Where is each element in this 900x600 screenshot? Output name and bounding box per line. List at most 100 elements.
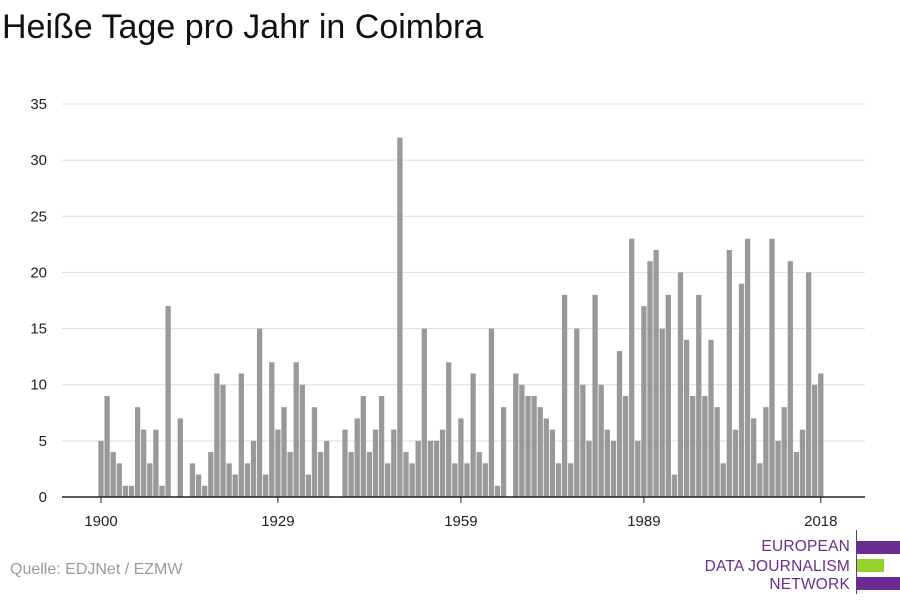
bar <box>720 463 726 497</box>
x-tick-label: 1989 <box>627 513 660 530</box>
bar <box>269 362 275 497</box>
bar <box>220 384 226 497</box>
bar <box>519 384 525 497</box>
bar <box>641 306 647 497</box>
bar <box>391 429 397 497</box>
bar <box>464 463 470 497</box>
bar <box>403 452 409 497</box>
bar <box>348 452 354 497</box>
bar <box>141 429 147 497</box>
logo-bar-purple-bottom <box>856 577 900 590</box>
bar <box>293 362 299 497</box>
bar <box>732 429 739 497</box>
bar <box>665 294 671 497</box>
bar <box>500 407 507 497</box>
bar <box>525 395 531 497</box>
bar <box>513 373 519 497</box>
chart-title: Heiße Tage pro Jahr in Coimbra <box>2 8 484 46</box>
bar <box>696 294 702 497</box>
bar <box>214 373 220 497</box>
bar <box>561 294 568 497</box>
bar <box>110 452 116 497</box>
x-tick-label: 2018 <box>804 513 837 530</box>
logo-line-2: DATA JOURNALISM <box>704 558 850 575</box>
logo-divider <box>856 530 857 594</box>
bar <box>439 429 446 497</box>
bar <box>134 407 141 497</box>
bar <box>616 351 623 497</box>
x-axis-ticks: 1900 1929 1959 1989 2018 <box>84 497 837 530</box>
bar <box>202 485 208 497</box>
y-tick-label: 20 <box>30 264 47 281</box>
bar <box>714 407 720 497</box>
y-tick-label: 15 <box>30 321 47 338</box>
bar <box>769 238 775 497</box>
bar <box>488 328 495 497</box>
bar <box>476 452 482 497</box>
bar <box>397 137 403 497</box>
bar <box>610 440 617 497</box>
y-tick-label: 35 <box>30 96 47 113</box>
bar <box>452 463 458 497</box>
bar <box>275 429 281 497</box>
bar <box>470 373 476 497</box>
bar <box>574 328 580 497</box>
bar <box>482 463 488 497</box>
x-tick-label: 1900 <box>84 513 117 530</box>
bar <box>195 474 202 497</box>
bar <box>409 463 415 497</box>
bar <box>555 463 562 497</box>
y-tick-label: 25 <box>30 208 47 225</box>
bar <box>354 418 360 497</box>
bar <box>629 238 635 497</box>
bar <box>311 407 318 497</box>
bar <box>531 395 537 497</box>
bar <box>317 452 324 497</box>
bar <box>458 418 464 497</box>
bar <box>122 485 129 497</box>
bar <box>415 440 421 497</box>
bar <box>281 407 287 497</box>
source-note: Quelle: EDJNet / EZMW <box>10 561 183 578</box>
bar <box>537 407 543 497</box>
bar <box>580 384 586 497</box>
logo-line-3: NETWORK <box>769 576 850 593</box>
bars <box>98 137 824 497</box>
bar <box>226 463 232 497</box>
bar <box>805 272 812 497</box>
bar <box>586 440 592 497</box>
bar <box>305 474 312 497</box>
bar <box>342 429 348 497</box>
bar <box>604 429 610 497</box>
bar <box>208 452 214 497</box>
bar <box>659 328 665 497</box>
bar <box>360 395 366 497</box>
bar <box>263 474 269 497</box>
bar <box>690 395 696 497</box>
bar <box>647 261 653 497</box>
bar <box>818 373 824 497</box>
gridlines <box>62 103 865 442</box>
bar <box>189 463 196 497</box>
bar <box>653 249 659 497</box>
bar <box>256 328 263 497</box>
bar <box>153 429 159 497</box>
bar <box>781 407 787 497</box>
bar <box>543 418 549 497</box>
bar <box>104 395 110 497</box>
bar <box>635 440 641 497</box>
y-axis-ticks: 0 5 10 15 20 25 30 35 <box>30 96 47 506</box>
bar <box>708 339 714 497</box>
bar <box>744 238 751 497</box>
bar <box>244 463 251 497</box>
bar <box>598 384 604 497</box>
bar <box>677 272 684 497</box>
logo-line-1: EUROPEAN <box>761 538 850 555</box>
bar <box>763 407 769 497</box>
bar <box>787 261 793 497</box>
bar <box>757 463 763 497</box>
bar <box>494 485 501 497</box>
y-tick-label: 10 <box>30 377 47 394</box>
bar <box>683 339 690 497</box>
bar <box>738 283 745 497</box>
